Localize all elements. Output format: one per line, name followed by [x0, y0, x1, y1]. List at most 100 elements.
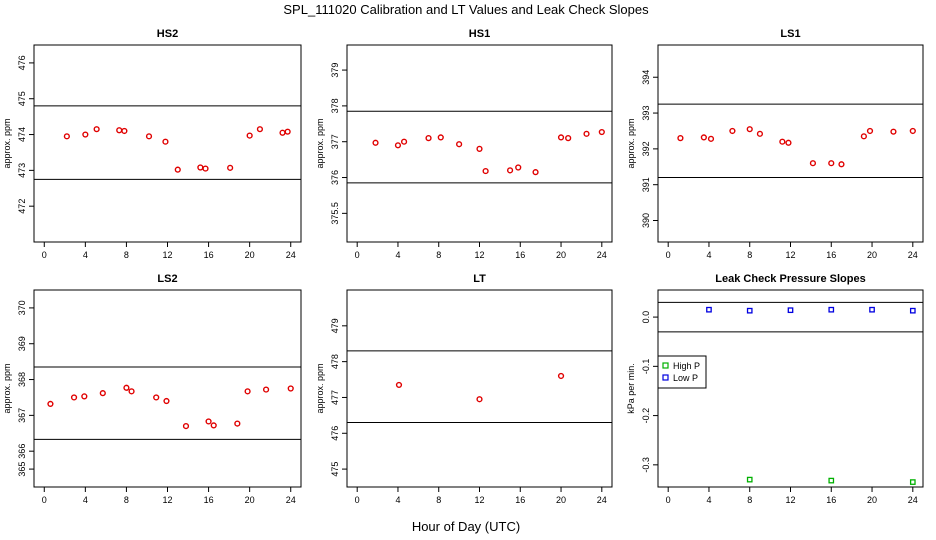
- y-axis-label: approx. ppm: [2, 363, 12, 413]
- x-tick-label: 4: [706, 495, 711, 505]
- data-point: [123, 384, 130, 391]
- y-tick-label: 370: [17, 300, 27, 315]
- data-point: [809, 160, 817, 167]
- data-point: [246, 132, 253, 139]
- y-tick-label: 391: [641, 177, 651, 192]
- x-tick-label: 8: [124, 250, 129, 260]
- x-tick-label: 20: [867, 250, 877, 260]
- x-tick-label: 16: [515, 250, 525, 260]
- y-tick-label: 376: [330, 170, 340, 185]
- data-point: [70, 394, 78, 401]
- data-point: [163, 397, 170, 405]
- panel-title: Leak Check Pressure Slopes: [715, 273, 865, 285]
- data-point: [145, 133, 153, 140]
- data-point: [506, 167, 514, 174]
- x-tick-label: 24: [286, 250, 296, 260]
- data-point: [279, 129, 286, 136]
- y-tick-label: 366: [17, 444, 27, 459]
- x-tick-label: 24: [597, 495, 607, 505]
- data-point: [93, 126, 100, 133]
- data-point: [205, 418, 212, 425]
- x-tick-label: 16: [826, 250, 836, 260]
- data-point: [756, 130, 764, 137]
- y-tick-label: -0.1: [641, 359, 651, 375]
- x-tick-label: 0: [42, 495, 47, 505]
- y-axis-label: approx. ppm: [2, 118, 12, 168]
- x-axis-label: Hour of Day (UTC): [412, 519, 520, 534]
- data-point: [395, 381, 403, 389]
- y-tick-label: 472: [17, 199, 27, 214]
- data-point: [779, 138, 786, 145]
- x-tick-label: 24: [597, 250, 607, 260]
- data-point: [515, 164, 522, 171]
- data-point-low-p: [706, 306, 712, 313]
- data-point: [287, 385, 294, 392]
- data-point-high-p: [909, 479, 916, 485]
- data-point: [565, 135, 572, 142]
- data-point: [256, 126, 264, 133]
- y-tick-label: 475: [330, 462, 340, 477]
- data-point-low-p: [869, 306, 875, 313]
- data-point: [244, 388, 251, 395]
- chart-panel-4: LS2 approx. ppm 0 4 8 12 16 20 24 365 366 367 368 369…: [2, 273, 302, 505]
- y-tick-label: 379: [330, 63, 340, 78]
- x-tick-label: 0: [666, 495, 671, 505]
- data-point: [746, 126, 753, 133]
- data-point: [583, 130, 590, 137]
- x-tick-label: 0: [355, 495, 360, 505]
- panels: HS2 approx. ppm 0 4 8 12 16 20 24 472 473 474 475 476…: [2, 28, 924, 505]
- y-tick-label: -0.2: [641, 408, 651, 424]
- data-point: [909, 127, 916, 135]
- data-point: [707, 135, 715, 142]
- y-axis-label: approx. ppm: [315, 363, 325, 413]
- data-point: [785, 139, 792, 146]
- y-tick-label: 476: [17, 55, 27, 70]
- x-tick-label: 12: [785, 250, 795, 260]
- data-point: [677, 135, 684, 142]
- data-point: [128, 388, 135, 395]
- x-tick-label: 4: [395, 250, 400, 260]
- data-point: [838, 161, 845, 168]
- x-tick-label: 8: [747, 495, 752, 505]
- data-point-low-p: [746, 307, 753, 314]
- y-tick-label: 477: [330, 390, 340, 405]
- data-point: [81, 393, 88, 400]
- data-point: [476, 396, 483, 403]
- x-tick-label: 24: [286, 495, 296, 505]
- x-tick-label: 20: [245, 250, 255, 260]
- x-tick-label: 4: [706, 250, 711, 260]
- data-point: [557, 372, 565, 380]
- y-axis-label: kPa per min.: [626, 363, 636, 414]
- data-point: [425, 135, 432, 142]
- data-point-high-p: [828, 477, 835, 484]
- y-tick-label: 475: [17, 91, 27, 106]
- data-point: [828, 160, 835, 167]
- x-tick-label: 0: [355, 250, 360, 260]
- chart-panel-3: LS1 approx. ppm 0 4 8 12 16 20 24 390 391 392 393 394: [626, 28, 924, 260]
- x-tick-label: 16: [826, 495, 836, 505]
- data-point: [197, 164, 204, 171]
- chart-panel-2: HS1 approx. ppm 0 4 8 12 16 20 24 375.5 376 377 378 3…: [315, 28, 613, 260]
- data-point: [866, 127, 874, 135]
- y-tick-label: 479: [330, 318, 340, 333]
- x-tick-label: 8: [436, 250, 441, 260]
- x-tick-label: 4: [395, 495, 400, 505]
- chart-panel-6: Leak Check Pressure Slopes kPa per min. 0 4…: [626, 273, 924, 505]
- plot-frame: [346, 289, 613, 488]
- y-tick-label: 0.0: [641, 311, 651, 324]
- data-point: [99, 390, 106, 397]
- data-point: [63, 133, 70, 140]
- panel-title: HS1: [469, 28, 490, 40]
- data-point: [476, 145, 483, 152]
- data-point: [262, 386, 270, 393]
- x-tick-label: 0: [42, 250, 47, 260]
- plot-frame: [33, 289, 302, 488]
- y-tick-label: 394: [641, 70, 651, 85]
- x-tick-label: 20: [556, 250, 566, 260]
- y-tick-label: 392: [641, 141, 651, 156]
- data-point: [532, 169, 539, 176]
- figure-title: SPL_111020 Calibration and LT Values and…: [283, 2, 649, 17]
- data-point-low-p: [828, 306, 835, 313]
- data-point-high-p: [746, 476, 753, 483]
